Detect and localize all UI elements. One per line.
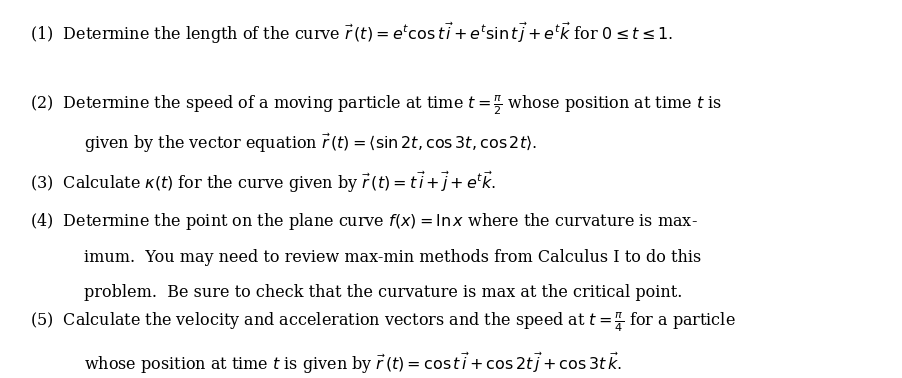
- Text: (2)  Determine the speed of a moving particle at time $t = \frac{\pi}{2}$ whose : (2) Determine the speed of a moving part…: [30, 94, 722, 117]
- Text: problem.  Be sure to check that the curvature is max at the critical point.: problem. Be sure to check that the curva…: [84, 284, 682, 301]
- Text: (3)  Calculate $\kappa(t)$ for the curve given by $\vec{r}\,(t) = t\,\vec{i} + \: (3) Calculate $\kappa(t)$ for the curve …: [30, 170, 496, 195]
- Text: (5)  Calculate the velocity and acceleration vectors and the speed at $t = \frac: (5) Calculate the velocity and accelerat…: [30, 311, 735, 335]
- Text: imum.  You may need to review max-min methods from Calculus I to do this: imum. You may need to review max-min met…: [84, 249, 701, 266]
- Text: whose position at time $t$ is given by $\vec{r}\,(t) = \cos t\,\vec{i} + \cos 2t: whose position at time $t$ is given by $…: [84, 350, 621, 376]
- Text: given by the vector equation $\vec{r}\,(t) = \langle\sin 2t, \cos 3t, \cos 2t\ra: given by the vector equation $\vec{r}\,(…: [84, 132, 537, 155]
- Text: (4)  Determine the point on the plane curve $f(x) = \ln x$ where the curvature i: (4) Determine the point on the plane cur…: [30, 211, 697, 232]
- Text: (1)  Determine the length of the curve $\vec{r}\,(t) = e^t\cos t\,\vec{i} + e^t\: (1) Determine the length of the curve $\…: [30, 21, 673, 46]
